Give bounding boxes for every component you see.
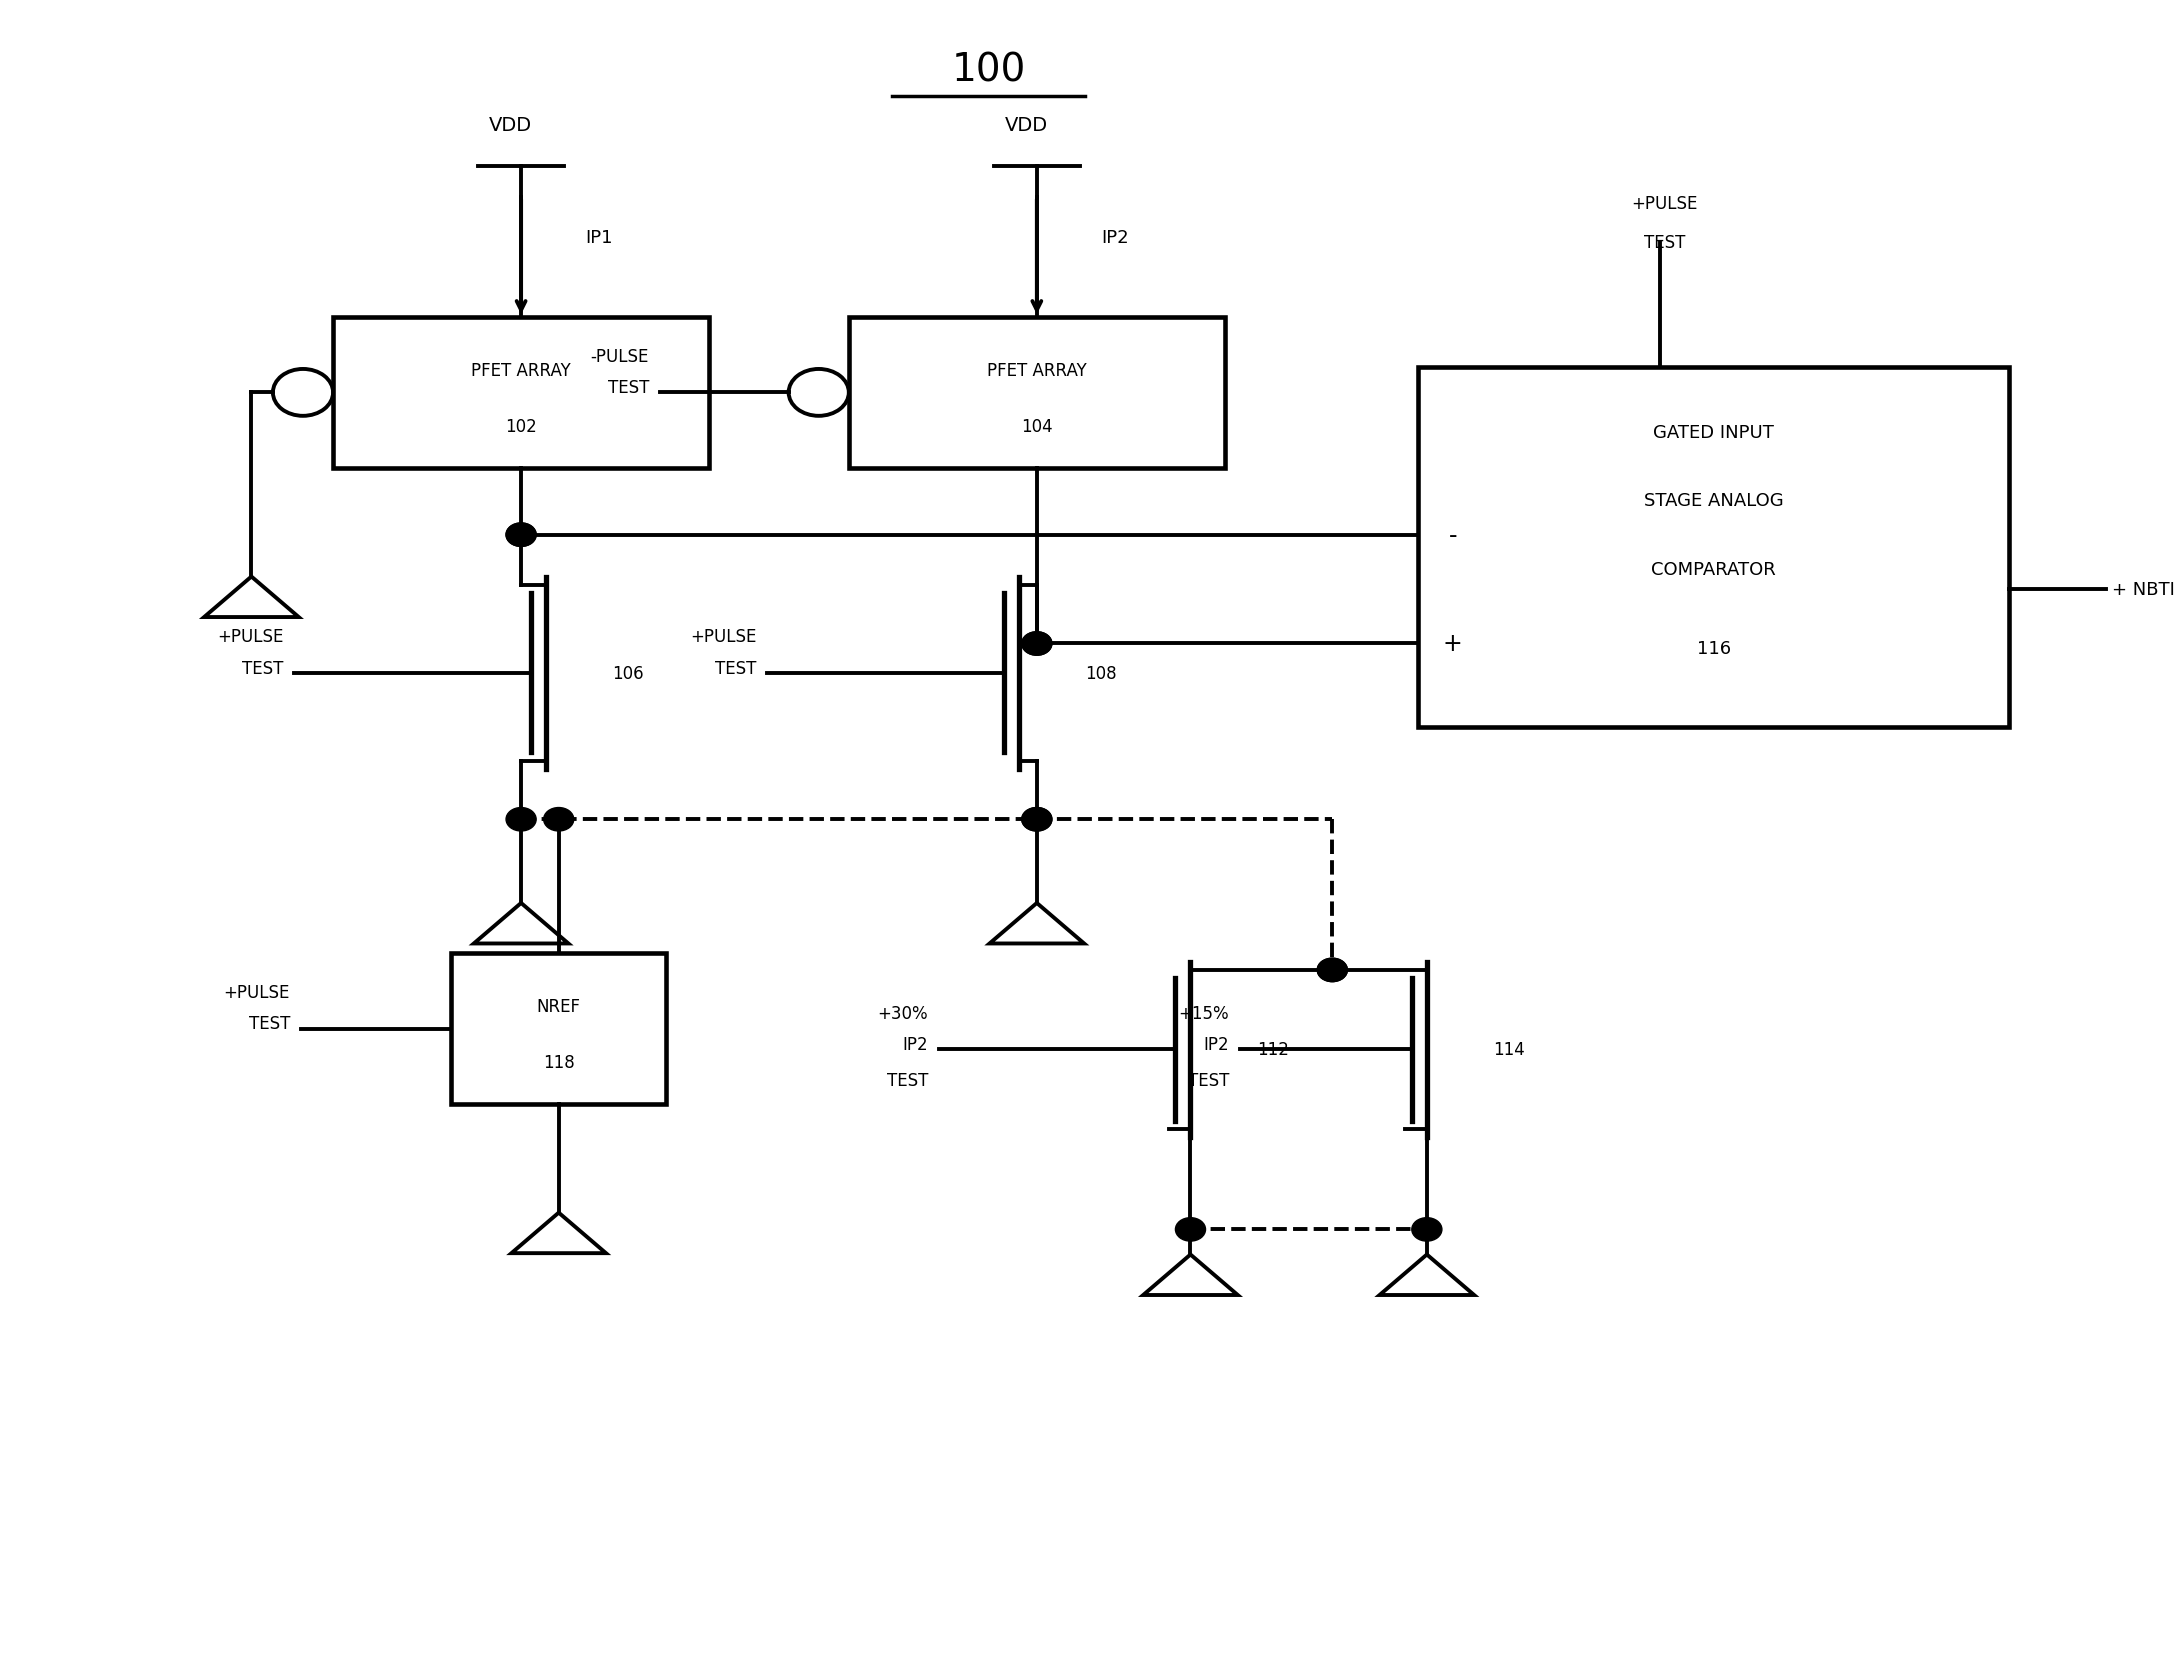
Text: +15%: +15% (1179, 1004, 1229, 1022)
Text: TEST: TEST (716, 659, 755, 678)
Circle shape (1022, 632, 1052, 656)
Text: IP1: IP1 (585, 229, 613, 246)
Bar (849, 318, 1225, 468)
Circle shape (1316, 959, 1347, 982)
Text: 106: 106 (613, 664, 644, 683)
Text: PFET ARRAY: PFET ARRAY (987, 361, 1087, 380)
Text: STAGE ANALOG: STAGE ANALOG (1644, 492, 1784, 510)
Text: +30%: +30% (878, 1004, 928, 1022)
Text: IP2: IP2 (1100, 229, 1129, 246)
Text: 114: 114 (1493, 1041, 1526, 1059)
Circle shape (1316, 959, 1347, 982)
Text: NREF: NREF (537, 997, 581, 1016)
Text: 104: 104 (1022, 417, 1052, 435)
Circle shape (506, 524, 537, 547)
Text: TEST: TEST (1644, 234, 1685, 251)
Text: -PULSE: -PULSE (592, 348, 648, 365)
Text: +PULSE: +PULSE (690, 627, 755, 646)
Bar (452, 954, 666, 1104)
Circle shape (1022, 808, 1052, 831)
Circle shape (1174, 1218, 1205, 1241)
Text: IP2: IP2 (904, 1036, 928, 1054)
Text: TEST: TEST (1188, 1071, 1229, 1089)
Text: 102: 102 (504, 417, 537, 435)
Text: 108: 108 (1085, 664, 1118, 683)
Text: TEST: TEST (249, 1016, 290, 1032)
Text: TEST: TEST (607, 380, 648, 397)
Text: GATED INPUT: GATED INPUT (1653, 423, 1775, 442)
Text: IP2: IP2 (1203, 1036, 1229, 1054)
Text: TEST: TEST (242, 659, 284, 678)
Text: + NBTI: + NBTI (2113, 581, 2174, 599)
Text: 100: 100 (952, 52, 1026, 89)
Text: +PULSE: +PULSE (223, 984, 290, 1000)
Circle shape (1022, 632, 1052, 656)
Text: VDD: VDD (1004, 115, 1048, 136)
Circle shape (544, 808, 574, 831)
Text: +PULSE: +PULSE (218, 627, 284, 646)
Circle shape (506, 524, 537, 547)
Circle shape (1022, 808, 1052, 831)
Bar (334, 318, 709, 468)
Text: COMPARATOR: COMPARATOR (1650, 560, 1777, 579)
Text: VDD: VDD (489, 115, 533, 136)
Text: PFET ARRAY: PFET ARRAY (472, 361, 572, 380)
Text: -: - (1447, 524, 1456, 547)
Text: +PULSE: +PULSE (1631, 196, 1698, 212)
Circle shape (506, 808, 537, 831)
Text: 116: 116 (1696, 639, 1731, 657)
Text: TEST: TEST (886, 1071, 928, 1089)
Text: 118: 118 (544, 1052, 574, 1071)
Bar (1419, 368, 2008, 728)
Text: +: + (1443, 632, 1463, 656)
Circle shape (1412, 1218, 1443, 1241)
Text: 112: 112 (1257, 1041, 1288, 1059)
